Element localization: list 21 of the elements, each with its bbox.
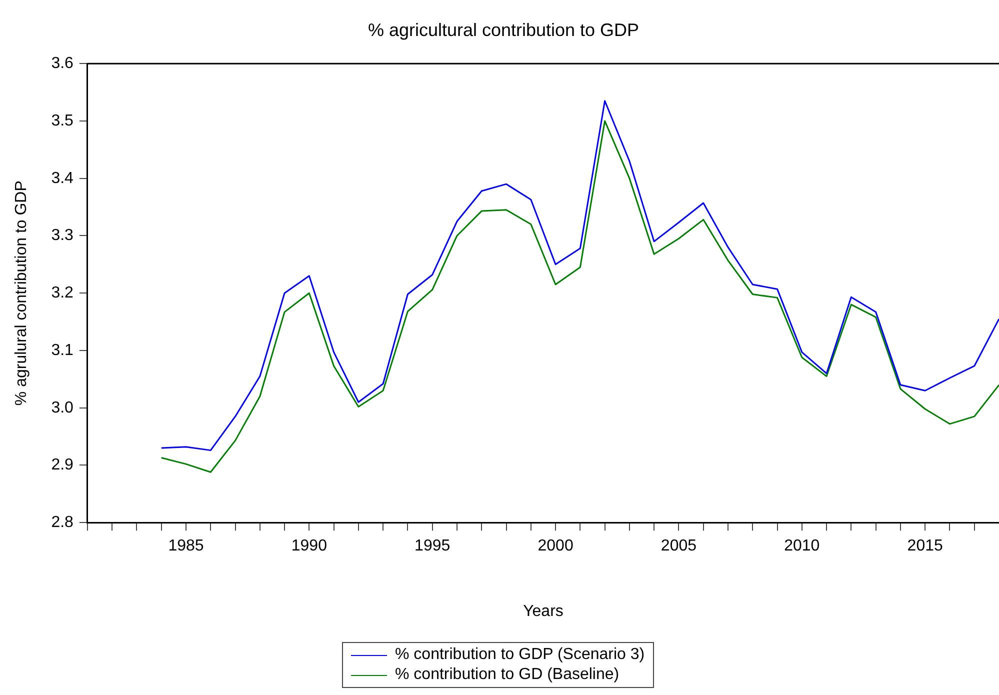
x-tick-label: 1990 xyxy=(291,538,328,555)
y-tick-label: 3.6 xyxy=(51,55,74,72)
x-axis-title: Years xyxy=(523,602,564,620)
x-tick-label: 1985 xyxy=(168,538,204,555)
y-axis-title: % agrulural contribution to GDP xyxy=(13,180,30,406)
x-tick-label: 1995 xyxy=(414,538,450,555)
y-tick-label: 2.8 xyxy=(51,514,74,532)
x-tick-label: 2015 xyxy=(907,538,943,555)
chart-title: % agricultural contribution to GDP xyxy=(368,20,640,40)
legend-label: % contribution to GD (Baseline) xyxy=(395,665,620,685)
y-tick-label: 2.9 xyxy=(51,456,74,474)
y-tick-label: 3.4 xyxy=(51,170,74,187)
x-tick-label: 2010 xyxy=(784,538,820,555)
y-tick-label: 3.5 xyxy=(51,112,74,130)
y-tick-label: 3.0 xyxy=(51,399,74,416)
legend-label: % contribution to GDP (Scenario 3) xyxy=(395,645,645,665)
x-tick-label: 2005 xyxy=(660,538,697,555)
y-tick-label: 3.1 xyxy=(51,342,74,359)
x-tick-label: 2000 xyxy=(538,538,574,555)
y-tick-label: 3.3 xyxy=(51,227,74,244)
y-tick-label: 3.2 xyxy=(51,284,74,302)
